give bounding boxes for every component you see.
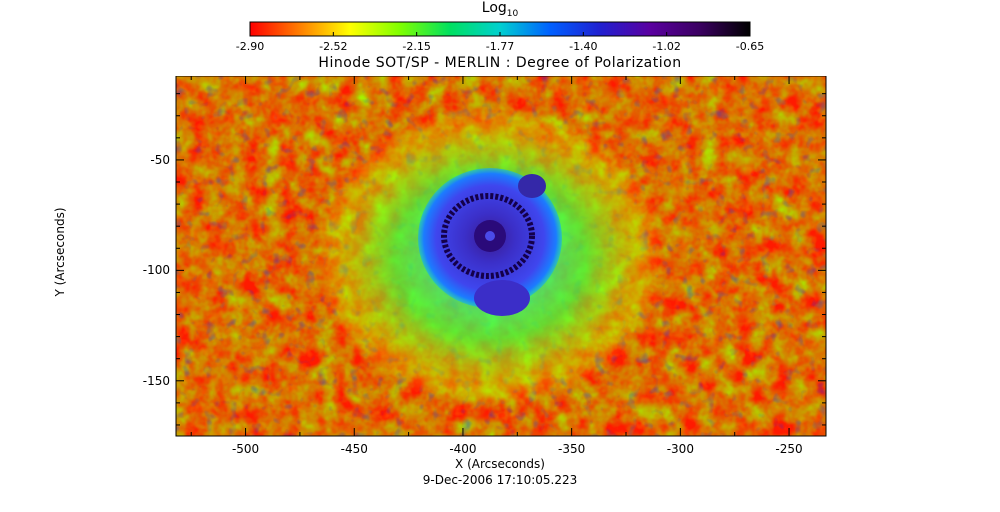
colorbar-label-subscript: 10 (506, 8, 519, 19)
sunspot-lobe-south (474, 280, 530, 316)
x-tick-label: -350 (558, 442, 586, 456)
y-axis-label: Y (Arcseconds) (53, 207, 67, 297)
x-tick-label: -500 (231, 442, 260, 456)
map-image (176, 76, 826, 436)
y-tick-label: -150 (142, 373, 170, 388)
colorbar-tick-label: -1.02 (652, 40, 681, 53)
colorbar-ticks (249, 32, 751, 36)
colorbar-tick-label: -2.90 (235, 40, 265, 53)
colorbar-tick-label: -0.65 (735, 40, 765, 53)
polarization-map (175, 76, 827, 437)
colorbar-label: Log10 (250, 0, 750, 19)
x-tick-label: -400 (449, 442, 477, 456)
colorbar (249, 21, 751, 37)
colorbar-tick-label: -2.52 (319, 40, 348, 53)
colorbar-tick-label: -2.15 (402, 40, 431, 53)
y-tick-label: -50 (150, 152, 170, 167)
colorbar-tick-label: -1.40 (569, 40, 598, 53)
colorbar-label-base: Log (481, 0, 507, 16)
y-tick-label: -100 (142, 263, 170, 278)
plot-title: Hinode SOT/SP - MERLIN : Degree of Polar… (318, 55, 682, 71)
axes-frame (175, 76, 827, 437)
timestamp: 9-Dec-2006 17:10:05.223 (422, 473, 578, 487)
x-tick-label: -450 (340, 442, 368, 456)
x-tick-label: -300 (666, 442, 694, 456)
sunspot-ring (441, 193, 535, 279)
colorbar-tick-label: -1.77 (485, 40, 515, 53)
axis-ticks (176, 76, 826, 436)
x-tick-label: -250 (775, 442, 803, 456)
x-axis-label: X (Arcseconds) (455, 457, 545, 471)
sunspot-core (485, 231, 495, 241)
sunspot-lobe-east (518, 174, 546, 198)
